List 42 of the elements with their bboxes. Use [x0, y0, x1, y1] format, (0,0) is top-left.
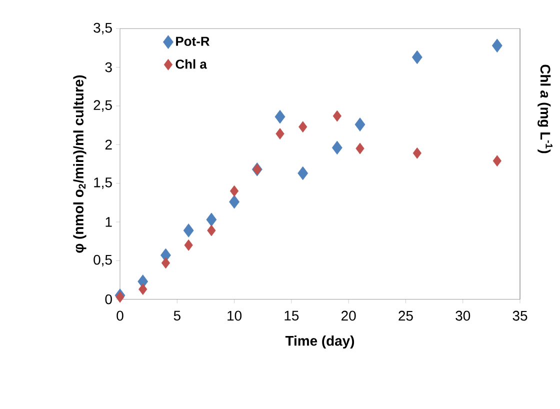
- point: [161, 257, 170, 269]
- x-tick-label: 25: [398, 310, 413, 321]
- point: [492, 155, 502, 167]
- point: [274, 110, 286, 124]
- y-tick-label: 1,5: [94, 178, 112, 189]
- point: [354, 118, 366, 132]
- x-tick-label: 35: [512, 310, 528, 321]
- y-tick-label: 0,5: [94, 254, 112, 266]
- point: [298, 121, 308, 133]
- point: [184, 239, 193, 251]
- point: [116, 291, 124, 303]
- point: [356, 142, 364, 154]
- point: [206, 212, 217, 227]
- y-tick-label: 0: [105, 294, 112, 304]
- x-tick-label: 30: [456, 310, 470, 321]
- point: [492, 38, 502, 53]
- x-axis-title: Time (day): [285, 336, 354, 349]
- x-tick-label: 15: [284, 310, 299, 321]
- x-tick-label: 20: [342, 310, 356, 321]
- point: [138, 284, 148, 295]
- point: [230, 185, 239, 197]
- x-tick-label: 0: [116, 310, 124, 321]
- y-tick-label: 1: [106, 217, 112, 227]
- point: [332, 140, 342, 155]
- legend-label: Pot-R: [176, 36, 210, 46]
- point: [412, 147, 422, 159]
- point: [207, 224, 216, 236]
- point: [332, 110, 342, 122]
- point: [412, 50, 422, 64]
- x-tick-label: 10: [228, 310, 242, 321]
- y-tick-label: 3: [105, 62, 112, 72]
- point: [183, 224, 194, 238]
- point: [276, 128, 284, 140]
- y-tick-label: 2,5: [94, 100, 112, 112]
- y-tick-label: 2: [105, 140, 112, 150]
- x-tick-label: 5: [174, 310, 180, 321]
- y-axis-title: φ (nmol o$_{2}$/min)/ml culture): [73, 75, 86, 253]
- y2-axis-title: Chl a (mg L$^{-1}$): [538, 64, 552, 154]
- point: [298, 166, 308, 180]
- y-tick-label: 3,5: [94, 22, 112, 34]
- legend-label: Chl a: [176, 59, 207, 69]
- point: [229, 194, 240, 209]
